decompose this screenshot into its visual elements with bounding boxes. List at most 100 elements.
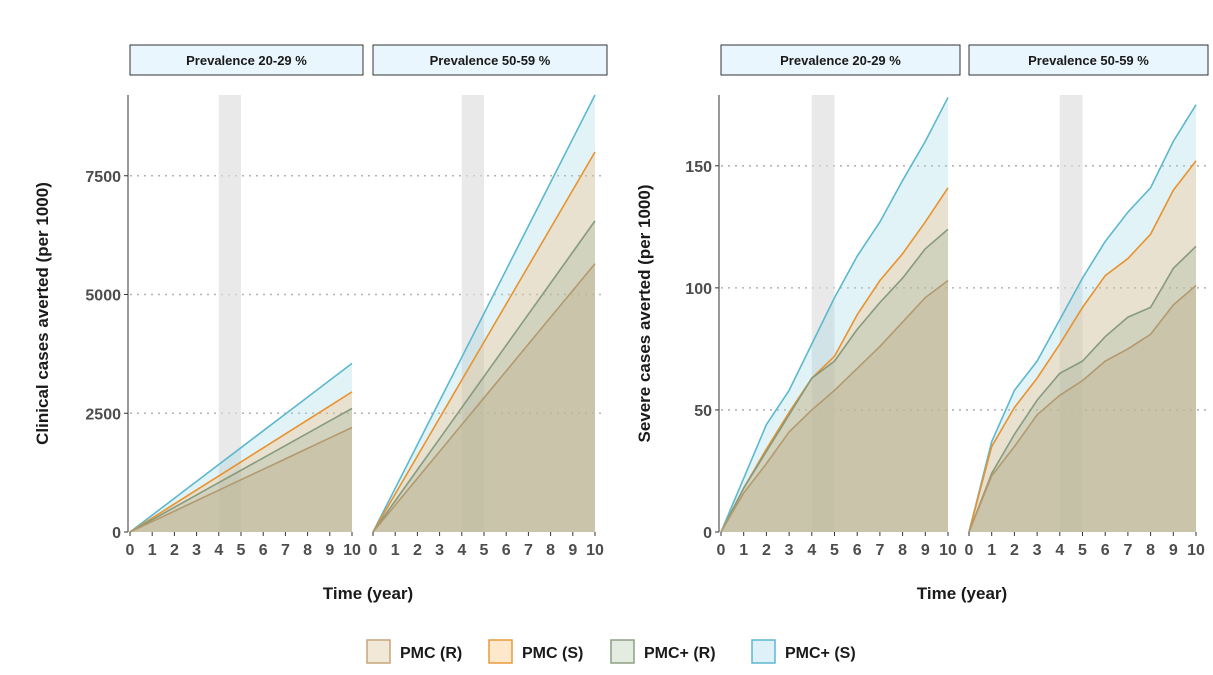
series-line-pmc-r- [968,245,1197,533]
series-line-pmc-s- [968,104,1197,533]
x-tick-label: 1 [391,542,400,559]
series-area-pmc-r- [969,246,1196,533]
legend-item: PMC+ (S) [751,639,856,664]
panel-strip-label: Prevalence 20-29 % [186,53,307,68]
x-tick-label: 1 [148,542,157,559]
panel-strip [968,44,1209,76]
x-tick-label: 2 [762,542,771,559]
x-tick-label: 4 [457,542,466,559]
x-tick-label: 6 [259,542,268,559]
x-tick-label: 3 [435,542,444,559]
series-area-pmc-r- [721,229,948,532]
y-tick-label: 50 [694,403,712,420]
x-tick-label: 6 [1101,542,1110,559]
legend-key [366,639,391,664]
x-tick-label: 9 [921,542,930,559]
highlight-band [811,95,835,532]
x-tick-label: 9 [1169,542,1178,559]
series-line-pmc-s- [968,160,1197,533]
x-tick-label: 8 [898,542,907,559]
y-tick-label: 7500 [85,169,121,186]
legend-item: PMC (S) [488,639,583,664]
x-tick-label: 3 [192,542,201,559]
series-area-pmc-r- [721,280,948,532]
x-tick-label: 9 [568,542,577,559]
x-axis-title: Time (year) [323,584,413,603]
series-line-pmc-s- [372,151,596,533]
panel-2: Prevalence 50-59 % 0 1 2 3 4 5 6 7 8 9 10 [965,44,1209,559]
x-tick-label: 4 [214,542,223,559]
y-axis-title: Clinical cases averted (per 1000) [33,182,52,445]
x-tick-label: 7 [1123,542,1132,559]
series-line-pmc-s- [129,391,353,533]
panel-strip-label: Prevalence 50-59 % [1028,53,1149,68]
series-line-pmc-s- [720,187,949,533]
x-tick-label: 4 [807,542,816,559]
series-line-pmc-s- [372,94,596,533]
x-tick-label: 8 [1146,542,1155,559]
highlight-band [218,95,241,532]
legend-item: PMC+ (R) [610,639,716,664]
x-axis-title: Time (year) [917,584,1007,603]
series-area-base [721,280,948,532]
x-tick-label: 5 [830,542,839,559]
series-line-pmc-r- [720,279,949,533]
y-tick-label: 150 [685,159,712,176]
x-tick-label: 7 [281,542,290,559]
x-tick-label: 10 [939,542,957,559]
series-line-pmc-r- [129,407,353,533]
y-axis-title: Severe cases averted (per 1000) [635,184,654,442]
series-area-pmc-s- [969,160,1196,533]
x-tick-label: 1 [739,542,748,559]
legend-key [610,639,635,664]
x-tick-label: 10 [1187,542,1205,559]
series-area-pmc-r- [969,285,1196,532]
y-tick-label: 2500 [85,406,121,423]
x-tick-label: 3 [785,542,794,559]
x-tick-label: 0 [717,542,726,559]
x-tick-label: 0 [369,542,378,559]
panel-2: Prevalence 50-59 % 0 1 2 3 4 5 6 7 8 9 10 [369,44,608,559]
x-tick-label: 2 [413,542,422,559]
x-tick-label: 5 [237,542,246,559]
legend-label: PMC+ (S) [785,645,856,662]
x-tick-label: 0 [965,542,974,559]
x-tick-label: 2 [1010,542,1019,559]
x-tick-label: 8 [303,542,312,559]
highlight-band [1059,95,1083,532]
highlight-band [461,95,484,532]
series-area-pmc-s- [969,104,1196,533]
x-tick-label: 3 [1033,542,1042,559]
series-line-pmc-r- [372,220,596,533]
series-line-pmc-r- [372,263,596,533]
y-tick-label: 0 [112,525,121,542]
series-area-base [969,285,1196,532]
x-tick-label: 10 [586,542,604,559]
x-tick-label: 1 [987,542,996,559]
y-tick-label: 5000 [85,288,121,305]
panel-strip [372,44,608,76]
chart-2: Prevalence 20-29 %0 1 2 3 4 5 6 7 8 9 10Prevalence… [635,44,1209,603]
x-tick-label: 0 [126,542,135,559]
panel-strip-label: Prevalence 20-29 % [780,53,901,68]
series-line-pmc-r- [129,426,353,533]
x-tick-label: 6 [853,542,862,559]
y-tick-label: 100 [685,281,712,298]
x-tick-label: 5 [1078,542,1087,559]
series-area-pmc-s- [721,97,948,532]
x-tick-label: 6 [502,542,511,559]
legend-key [751,639,776,664]
panel-strip-label: Prevalence 50-59 % [430,53,551,68]
panel-strip [129,44,364,76]
x-tick-label: 7 [524,542,533,559]
series-line-pmc-r- [968,284,1197,533]
panel-1: Prevalence 20-29 % 0 1 2 3 4 5 6 7 8 9 10 [126,44,364,559]
x-tick-label: 7 [875,542,884,559]
y-tick-label: 0 [703,525,712,542]
x-tick-label: 9 [325,542,334,559]
x-tick-label: 2 [170,542,179,559]
panel-strip [720,44,961,76]
legend-label: PMC+ (R) [644,645,716,662]
legend-key [488,639,513,664]
